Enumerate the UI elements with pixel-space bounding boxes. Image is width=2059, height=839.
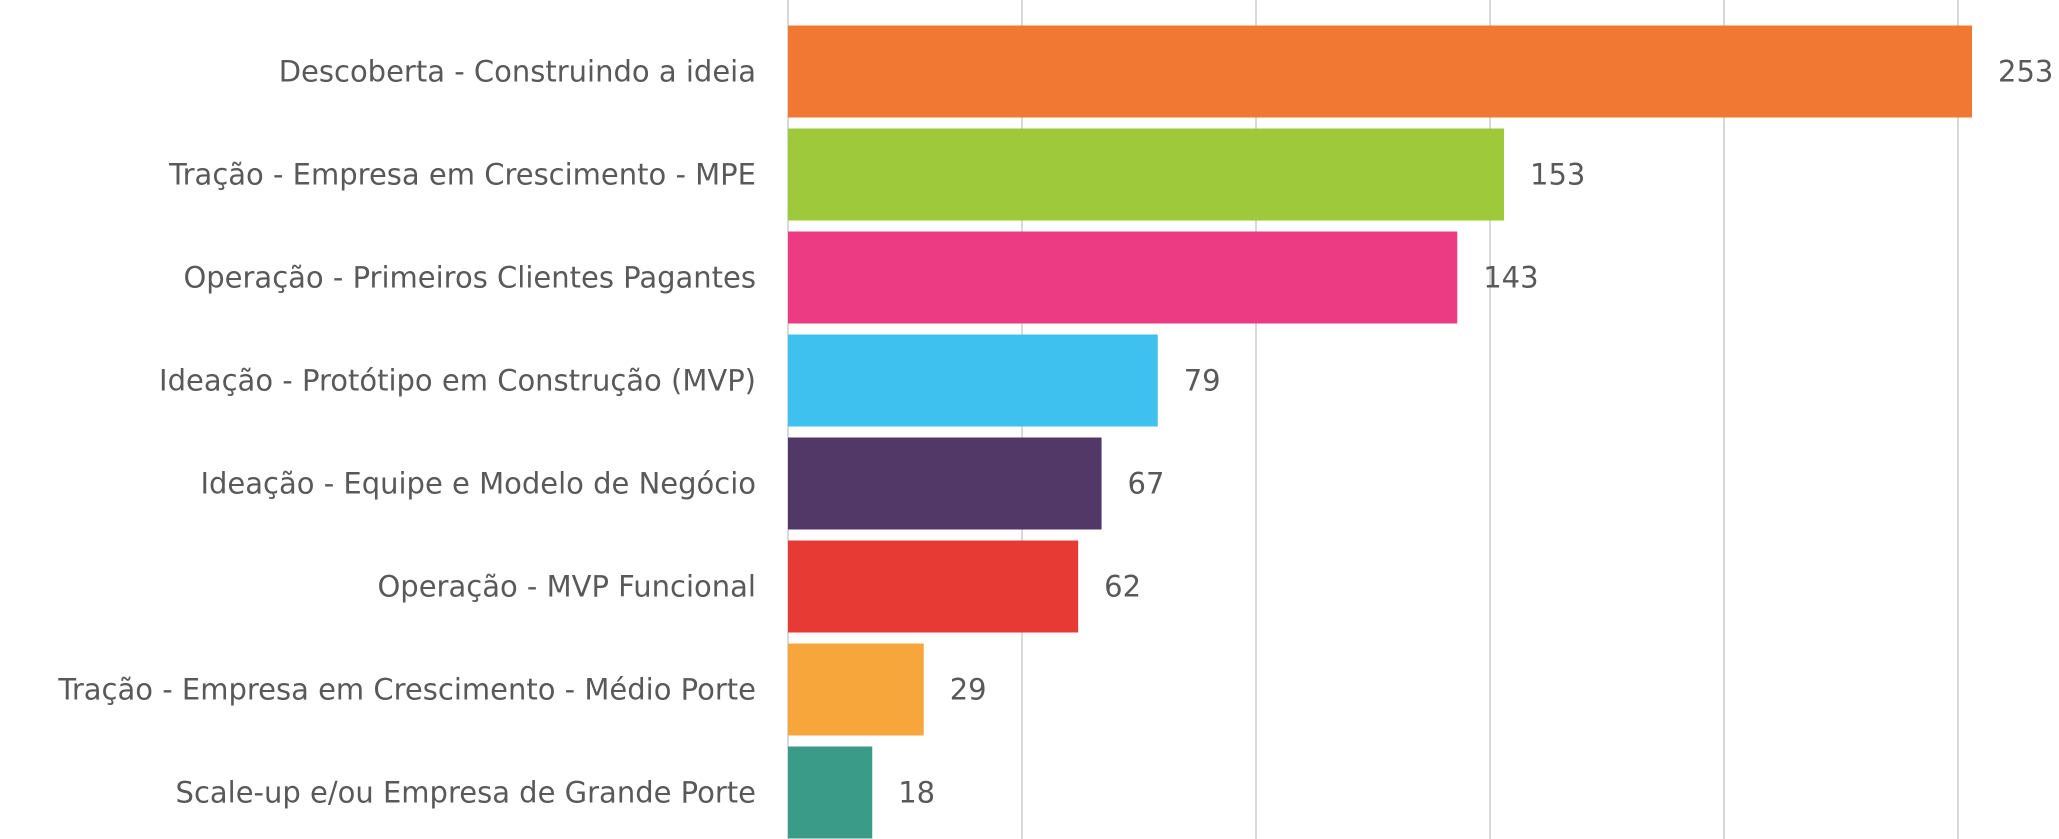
value-label: 253 xyxy=(1998,55,2053,89)
bar xyxy=(788,540,1079,633)
value-label: 18 xyxy=(898,776,935,810)
category-label: Descoberta - Construindo a ideia xyxy=(279,55,756,89)
bar xyxy=(788,231,1458,324)
category-label: Operação - MVP Funcional xyxy=(377,570,756,604)
value-label: 29 xyxy=(950,673,987,707)
category-label: Ideação - Equipe e Modelo de Negócio xyxy=(200,467,756,501)
bar xyxy=(788,643,924,736)
value-label: 67 xyxy=(1128,467,1165,501)
value-label: 79 xyxy=(1184,364,1221,398)
category-label: Operação - Primeiros Clientes Pagantes xyxy=(183,261,756,295)
bar xyxy=(788,128,1505,221)
category-label: Tração - Empresa em Crescimento - MPE xyxy=(168,158,756,192)
category-label: Tração - Empresa em Crescimento - Médio … xyxy=(57,673,756,707)
bar xyxy=(788,746,873,839)
value-label: 153 xyxy=(1530,158,1585,192)
category-label: Ideação - Protótipo em Construção (MVP) xyxy=(159,364,756,398)
bar xyxy=(788,437,1102,530)
value-label: 62 xyxy=(1104,570,1141,604)
bar xyxy=(788,334,1158,427)
category-label: Scale-up e/ou Empresa de Grande Porte xyxy=(176,776,756,810)
value-label: 143 xyxy=(1483,261,1538,295)
bar xyxy=(788,25,1973,118)
